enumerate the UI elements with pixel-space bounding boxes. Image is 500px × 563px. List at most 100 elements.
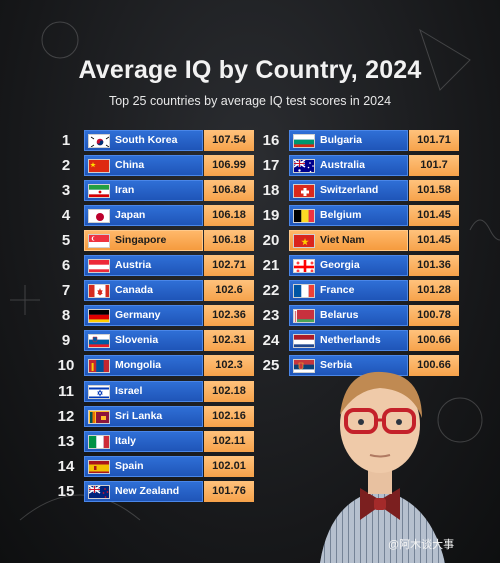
country-label: Spain xyxy=(115,459,144,472)
bar-row-china: 2 China 106.99 xyxy=(52,155,256,177)
country-label: Canada xyxy=(115,284,153,297)
bar-row-viet-nam: 20 Viet Nam 101.45 xyxy=(257,230,461,252)
rank-label: 12 xyxy=(57,407,75,425)
bar-row-germany: 8 Germany 102.36 xyxy=(52,305,256,327)
value-label: 102.71 xyxy=(204,255,254,277)
rank-label: 13 xyxy=(57,432,75,450)
bar-israel: Israel xyxy=(84,380,203,402)
value-label: 101.7 xyxy=(409,155,459,177)
singapore-flag-icon xyxy=(88,234,110,249)
bar-row-mongolia: 10 Mongolia 102.3 xyxy=(52,355,256,377)
bar-row-new-zealand: 15 New Zealand 101.76 xyxy=(52,480,256,502)
rank-label: 5 xyxy=(61,232,71,250)
bar-row-slovenia: 9 Slovenia 102.31 xyxy=(52,330,256,352)
country-label: China xyxy=(115,159,145,172)
value-label: 101.76 xyxy=(204,480,254,502)
page-title: Average IQ by Country, 2024 xyxy=(78,56,422,84)
rank-label: 11 xyxy=(58,382,74,400)
value-label: 102.6 xyxy=(204,280,254,302)
bar-row-japan: 4 Japan 106.18 xyxy=(52,205,256,227)
country-label: Netherlands xyxy=(320,334,381,347)
country-label: Georgia xyxy=(320,259,360,272)
bar-row-australia: 17 Australia 101.7 xyxy=(257,155,461,177)
bar-georgia: Georgia xyxy=(289,255,408,277)
value-label: 102.36 xyxy=(204,305,254,327)
rank-label: 10 xyxy=(57,357,75,375)
value-label: 101.28 xyxy=(409,280,459,302)
bar-france: France xyxy=(289,280,408,302)
bar-japan: Japan xyxy=(84,205,203,227)
bar-iran: Iran xyxy=(84,180,203,202)
country-label: Israel xyxy=(115,384,143,397)
country-label: Japan xyxy=(115,209,146,222)
bar-canada: Canada xyxy=(84,280,203,302)
rank-label: 6 xyxy=(61,257,71,275)
value-label: 102.31 xyxy=(204,330,254,352)
rank-label: 15 xyxy=(57,482,75,500)
austria-flag-icon xyxy=(88,259,110,274)
bar-row-austria: 6 Austria 102.71 xyxy=(52,255,256,277)
iran-flag-icon xyxy=(88,184,110,199)
bar-slovenia: Slovenia xyxy=(84,330,203,352)
bar-row-israel: 11 Israel 102.18 xyxy=(52,380,256,402)
value-label: 101.71 xyxy=(409,130,459,151)
bar-belgium: Belgium xyxy=(289,205,408,227)
bar-row-switzerland: 18 Switzerland 101.58 xyxy=(257,180,461,202)
bar-mongolia: Mongolia xyxy=(84,355,203,377)
bar-australia: Australia xyxy=(289,155,408,177)
bar-netherlands: Netherlands xyxy=(289,330,408,352)
value-label: 107.54 xyxy=(204,130,254,151)
country-label: Singapore xyxy=(115,234,167,247)
country-label: Serbia xyxy=(320,359,353,372)
belgium-flag-icon xyxy=(293,209,315,224)
value-label: 100.78 xyxy=(409,305,459,327)
country-label: Belarus xyxy=(320,309,359,322)
japan-flag-icon xyxy=(88,209,110,224)
country-label: France xyxy=(320,284,355,297)
bar-row-spain: 14 Spain 102.01 xyxy=(52,455,256,477)
value-label: 106.99 xyxy=(204,155,254,177)
rank-label: 18 xyxy=(262,182,280,200)
country-label: Australia xyxy=(320,159,365,172)
mongolia-flag-icon xyxy=(88,359,110,374)
china-flag-icon xyxy=(88,159,110,174)
country-label: Italy xyxy=(115,434,137,447)
value-label: 101.36 xyxy=(409,255,459,277)
value-label: 100.66 xyxy=(409,330,459,352)
rank-label: 19 xyxy=(262,207,280,225)
netherlands-flag-icon xyxy=(293,334,315,349)
rank-label: 8 xyxy=(61,307,71,325)
country-label: Viet Nam xyxy=(320,234,365,247)
belarus-flag-icon xyxy=(293,309,315,324)
country-label: Slovenia xyxy=(115,334,159,347)
country-label: Belgium xyxy=(320,209,362,222)
rank-label: 21 xyxy=(262,257,280,275)
rank-label: 3 xyxy=(61,182,71,200)
value-label: 101.58 xyxy=(409,180,459,202)
bar-germany: Germany xyxy=(84,305,203,327)
country-label: Iran xyxy=(115,184,135,197)
bar-row-georgia: 21 Georgia 101.36 xyxy=(257,255,461,277)
country-label: Switzerland xyxy=(320,184,379,197)
value-label: 102.3 xyxy=(204,355,254,377)
country-label: South Korea xyxy=(115,134,178,146)
rank-label: 9 xyxy=(61,332,71,350)
value-label: 106.18 xyxy=(204,205,254,227)
boy-with-glasses-illustration xyxy=(320,371,445,563)
bar-row-netherlands: 24 Netherlands 100.66 xyxy=(257,330,461,352)
south-korea-flag-icon xyxy=(88,134,110,148)
israel-flag-icon xyxy=(88,384,110,399)
bar-row-france: 22 France 101.28 xyxy=(257,280,461,302)
rank-label: 16 xyxy=(262,132,280,149)
bar-belarus: Belarus xyxy=(289,305,408,327)
bar-austria: Austria xyxy=(84,255,203,277)
bar-singapore: Singapore xyxy=(84,230,203,252)
value-label: 106.84 xyxy=(204,180,254,202)
value-label: 106.18 xyxy=(204,230,254,252)
spain-flag-icon xyxy=(88,459,110,474)
value-label: 101.45 xyxy=(409,230,459,252)
country-label: Austria xyxy=(115,259,152,272)
value-label: 102.18 xyxy=(204,380,254,402)
rank-label: 14 xyxy=(57,457,75,475)
bar-south-korea: South Korea xyxy=(84,130,203,151)
